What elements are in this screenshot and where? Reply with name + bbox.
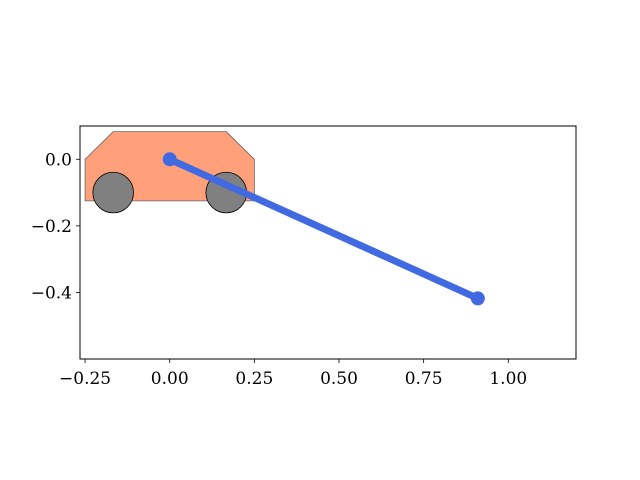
chart-marks — [84, 131, 485, 306]
pendulum-pivot-point — [162, 152, 177, 167]
axis-ticks: −0.25 0.00 0.25 0.50 0.75 1.00 0.0 −0.2 −0.4 — [31, 150, 527, 389]
y-tick-label: 0.0 — [45, 150, 72, 170]
x-tick-label: 0.00 — [151, 369, 189, 389]
x-tick-label: 0.75 — [405, 369, 443, 389]
cart-wheel-1 — [92, 171, 134, 214]
y-tick-label: −0.2 — [31, 217, 72, 237]
x-tick-label: 0.50 — [320, 369, 358, 389]
pendulum-bob-point — [470, 291, 485, 306]
x-tick-label: −0.25 — [59, 369, 111, 389]
x-tick-label: 1.00 — [489, 369, 527, 389]
y-tick-label: −0.4 — [31, 283, 72, 303]
pendulum-rod — [166, 155, 482, 302]
x-tick-label: 0.25 — [235, 369, 273, 389]
